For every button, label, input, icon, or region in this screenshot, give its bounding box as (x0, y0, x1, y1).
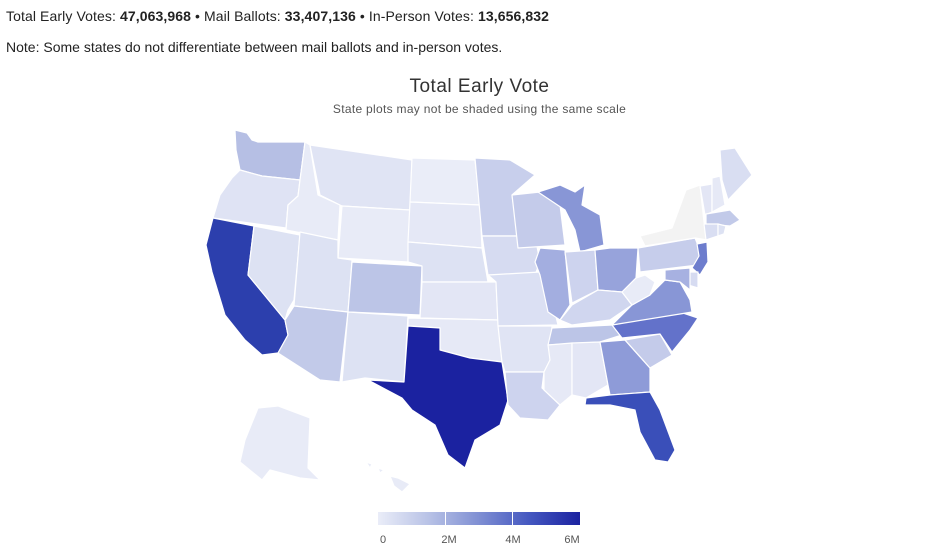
state-al[interactable] (571, 341, 609, 399)
separator: • (355, 8, 369, 24)
inperson-value: 13,656,832 (477, 8, 550, 24)
state-hi[interactable] (389, 475, 411, 493)
state-az[interactable] (277, 305, 349, 383)
legend-label-4m: 4M (505, 534, 521, 546)
state-sc[interactable] (624, 333, 673, 369)
mail-value: 33,407,136 (284, 8, 356, 24)
mail-label: Mail Ballots: (204, 8, 285, 24)
state-nh[interactable] (711, 175, 726, 213)
legend-label-6m: 6M (564, 534, 580, 546)
legend-label-0: 0 (379, 534, 387, 546)
total-label: Total Early Votes: (6, 8, 120, 24)
separator: • (191, 8, 205, 24)
state-md[interactable] (664, 267, 691, 291)
legend-label-2m: 2M (441, 534, 457, 546)
state-wy[interactable] (337, 205, 411, 263)
color-scale-legend: 0 2M 4M 6M (378, 512, 580, 546)
state-me[interactable] (719, 147, 753, 201)
state-sd[interactable] (407, 201, 483, 249)
state-nm[interactable] (341, 311, 409, 383)
state-ar[interactable] (497, 325, 553, 373)
state-ks[interactable] (419, 281, 499, 321)
map-title: Total Early Vote (409, 76, 550, 97)
state-nd[interactable] (409, 157, 481, 206)
note-text: Note: Some states do not differentiate b… (6, 39, 503, 55)
state-wv[interactable] (621, 274, 656, 306)
state-fl[interactable] (584, 391, 676, 463)
legend-gradient-bar (378, 512, 580, 525)
state-ct[interactable] (703, 223, 719, 241)
state-co[interactable] (347, 261, 423, 316)
state-ri[interactable] (717, 223, 727, 237)
state-hi-islands[interactable] (365, 461, 385, 474)
map-subtitle: State plots may not be shaded using the … (332, 102, 627, 116)
state-va[interactable] (611, 279, 693, 326)
state-ak[interactable] (239, 405, 321, 481)
legend-tick-mark (512, 512, 513, 525)
state-ma[interactable] (705, 209, 741, 227)
state-mi[interactable] (537, 184, 605, 253)
inperson-label: In-Person Votes: (368, 8, 478, 24)
state-nj[interactable] (691, 241, 709, 276)
early-vote-stats: Total Early Votes: 47,063,968 • Mail Bal… (6, 8, 549, 24)
legend-tick-mark (445, 512, 446, 525)
state-wi[interactable] (511, 191, 566, 249)
total-value: 47,063,968 (119, 8, 192, 24)
state-ny[interactable] (639, 184, 708, 247)
state-tx[interactable] (367, 325, 509, 469)
